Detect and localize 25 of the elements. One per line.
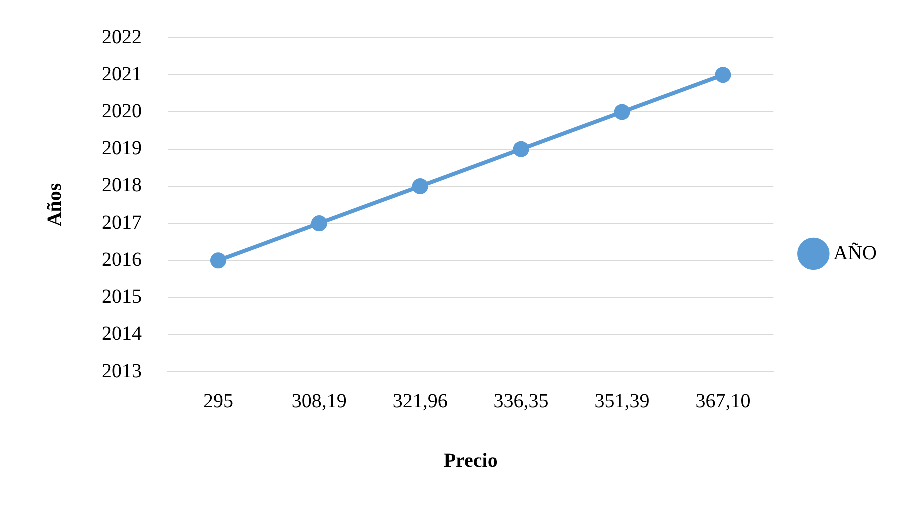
point (715, 67, 732, 84)
x-tick-label: 367,10 (696, 390, 751, 412)
y-tick-label: 2021 (102, 63, 142, 86)
point (513, 141, 530, 158)
point (412, 178, 428, 194)
x-tick-label: 295 (203, 390, 234, 412)
x-axis-title: Precio (444, 450, 498, 472)
y-tick-label: 2019 (102, 138, 142, 160)
legend-label: AÑO (834, 242, 878, 264)
y-tick-label: 2020 (102, 100, 142, 122)
point (311, 216, 328, 232)
y-tick-label: 2015 (102, 286, 142, 308)
y-tick-label: 2017 (102, 212, 142, 234)
y-tick-label: 2018 (102, 174, 142, 197)
x-tick-label: 321,96 (392, 390, 448, 412)
y-tick-label: 2014 (102, 323, 142, 346)
point (614, 104, 630, 120)
y-tick-label: 2022 (102, 26, 142, 48)
point (210, 252, 226, 269)
y-axis-title: Años (44, 183, 66, 227)
y-tick-label: 2016 (102, 248, 142, 271)
x-tick-label: 336,35 (494, 390, 549, 412)
x-tick-label: 351,39 (594, 390, 650, 412)
x-tick-label: 308,19 (292, 390, 347, 412)
y-tick-label: 2013 (102, 360, 142, 382)
